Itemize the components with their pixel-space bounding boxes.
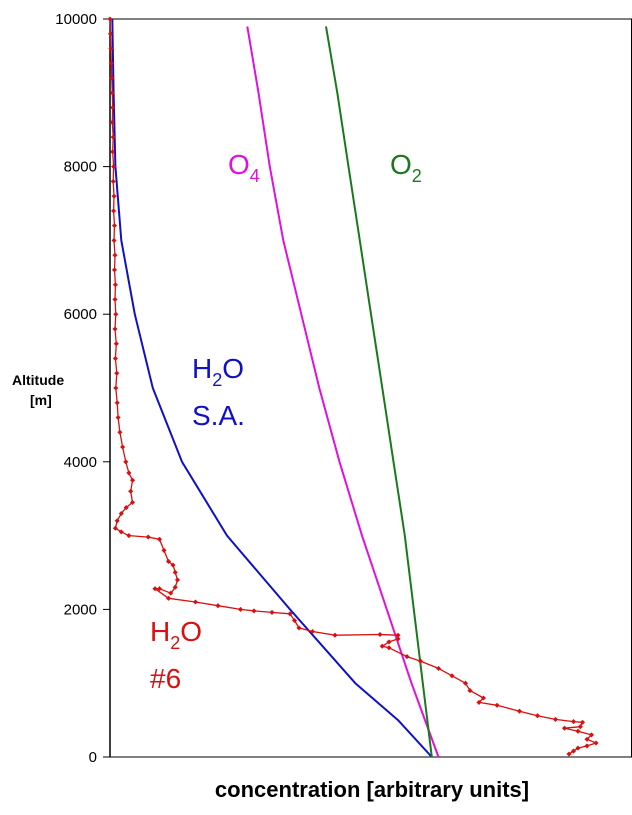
- series-label-o2: O2: [390, 149, 422, 186]
- series-point-h2o_6: [237, 606, 244, 612]
- series-point-h2o_6: [566, 751, 572, 757]
- series-point-h2o_6: [126, 470, 132, 476]
- series-point-h2o_6: [145, 534, 151, 540]
- y-ticks: 0 2000 4000 6000 8000 10000: [55, 11, 110, 766]
- y-tick-label: 4000: [64, 454, 97, 471]
- series-point-h2o_6: [126, 533, 132, 539]
- series-point-h2o_6: [215, 603, 221, 609]
- series-point-h2o_6: [112, 355, 118, 362]
- series-point-h2o_6: [112, 326, 118, 332]
- series-point-h2o_6: [111, 208, 117, 214]
- series-point-h2o_6: [379, 643, 385, 649]
- series-point-h2o_6: [516, 708, 523, 714]
- series-point-h2o_6: [109, 75, 115, 81]
- series-point-h2o_6: [110, 105, 116, 111]
- series-line-o2: [325, 26, 433, 758]
- series-point-h2o_6: [570, 748, 577, 754]
- series-label-o4: O4: [228, 149, 260, 186]
- y-axis-label-line2: [m]: [30, 392, 52, 408]
- series-point-h2o_6: [114, 400, 120, 406]
- x-axis-label: concentration [arbitrary units]: [215, 777, 529, 802]
- series-point-h2o_6: [112, 282, 118, 288]
- series-point-h2o_6: [111, 237, 117, 244]
- series-point-h2o_6: [435, 665, 442, 671]
- series-point-h2o_6: [395, 636, 401, 642]
- series-point-h2o_6: [117, 429, 123, 435]
- series-point-h2o_6: [579, 719, 586, 725]
- series-point-h2o_6: [114, 518, 120, 524]
- series-point-h2o_6: [120, 444, 126, 450]
- series-label-h2o_sa: H2O: [192, 353, 244, 390]
- series-point-h2o_6: [593, 740, 599, 746]
- series-point-h2o_6: [575, 745, 581, 751]
- series-point-h2o_6: [584, 736, 590, 742]
- y-tick-label: 8000: [64, 159, 97, 176]
- series-point-h2o_6: [377, 631, 383, 638]
- series-point-h2o_6: [109, 90, 115, 96]
- series-line-h2o_sa: [111, 18, 433, 758]
- series-point-h2o_6: [107, 31, 114, 37]
- series-point-h2o_6: [494, 702, 500, 708]
- y-axis-label-line1: Altitude: [12, 372, 64, 388]
- series-point-h2o_6: [552, 716, 559, 722]
- series-point-h2o_6: [109, 119, 115, 125]
- series-point-h2o_6: [168, 590, 174, 596]
- series-point-h2o_6: [113, 341, 119, 347]
- series-point-h2o_6: [113, 385, 119, 391]
- series-point-h2o_6: [449, 673, 455, 679]
- series-point-h2o_6: [128, 488, 134, 494]
- series-point-h2o_6: [269, 609, 275, 615]
- series-point-h2o_6: [404, 654, 410, 660]
- series-point-h2o_6: [174, 577, 181, 583]
- series-point-h2o_6: [577, 724, 583, 730]
- series-point-h2o_6: [156, 536, 163, 542]
- series-point-h2o_6: [332, 632, 338, 638]
- series-point-h2o_6: [296, 625, 302, 631]
- series-point-h2o_6: [561, 725, 568, 731]
- y-tick-label: 2000: [64, 601, 97, 618]
- series-point-h2o_6: [112, 296, 118, 302]
- series-label-h2o_sa-line2: S.A.: [192, 400, 245, 431]
- series-point-h2o_6: [108, 45, 114, 52]
- series-point-h2o_6: [161, 547, 167, 553]
- y-tick-label: 10000: [55, 11, 97, 28]
- series-point-h2o_6: [584, 743, 590, 749]
- series-point-h2o_6: [251, 608, 257, 614]
- series-label-h2o_6: H2O: [150, 616, 202, 653]
- series-point-h2o_6: [476, 699, 482, 705]
- series-point-h2o_6: [111, 193, 117, 199]
- series-point-h2o_6: [172, 584, 178, 590]
- series-point-h2o_6: [386, 645, 392, 651]
- series-point-h2o_6: [417, 658, 424, 664]
- series-point-h2o_6: [129, 499, 136, 505]
- series-point-h2o_6: [575, 728, 581, 734]
- y-tick-label: 6000: [64, 306, 97, 323]
- series-labels: H2O S.A. O4 O2 H2O #6: [150, 149, 422, 694]
- series-point-h2o_6: [114, 370, 120, 376]
- series-point-h2o_6: [534, 713, 541, 719]
- series-point-h2o_6: [112, 252, 118, 258]
- series-point-h2o_6: [111, 267, 118, 273]
- series-point-h2o_6: [115, 414, 121, 421]
- series-point-h2o_6: [111, 223, 118, 229]
- series-point-h2o_6: [110, 178, 116, 184]
- series-label-h2o_6-line2: #6: [150, 663, 181, 694]
- series-point-h2o_6: [192, 599, 199, 605]
- series-point-h2o_6: [570, 719, 577, 725]
- series-point-h2o_6: [123, 459, 129, 465]
- series-line-o4: [246, 26, 440, 758]
- series-point-h2o_6: [113, 311, 119, 317]
- series-point-h2o_6: [172, 569, 178, 575]
- series-point-h2o_6: [130, 477, 136, 483]
- y-tick-label: 0: [89, 749, 97, 766]
- series-point-h2o_6: [386, 639, 392, 645]
